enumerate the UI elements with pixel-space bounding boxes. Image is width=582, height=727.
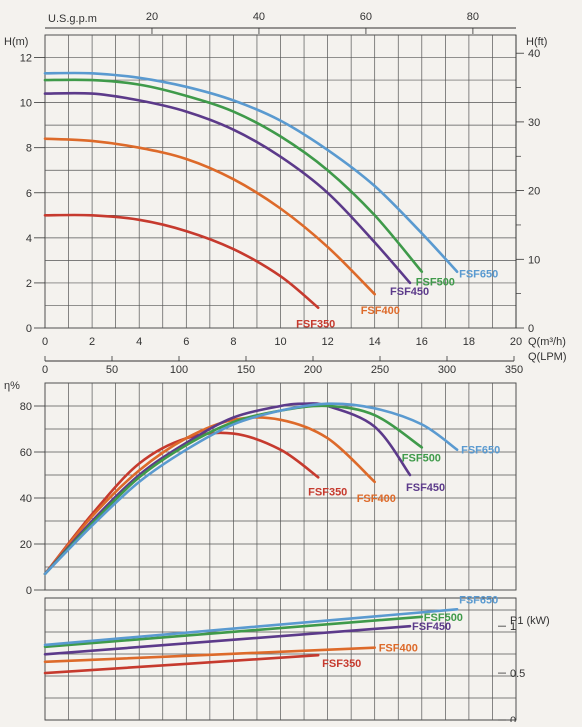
head-xtick: 20 bbox=[510, 336, 522, 348]
power-curve-fsf650 bbox=[43, 608, 459, 647]
ft-tick: 10 bbox=[528, 254, 540, 266]
power-curve-fsf350 bbox=[43, 653, 320, 675]
lpm-tick: 250 bbox=[371, 364, 389, 376]
ft-axis-label: H(ft) bbox=[526, 36, 547, 48]
head-curve-fsf500 bbox=[43, 78, 424, 273]
efficiency-curve-fsf650 bbox=[43, 402, 459, 576]
efficiency-label-fsf500: FSF500 bbox=[402, 452, 441, 464]
gpm-tick: 40 bbox=[253, 11, 265, 23]
eff-ytick: 40 bbox=[20, 493, 32, 505]
head-xtick: 2 bbox=[89, 336, 95, 348]
ft-tick: 40 bbox=[528, 48, 540, 60]
head-label-fsf650: FSF650 bbox=[459, 269, 498, 281]
head-xtick: 0 bbox=[42, 336, 48, 348]
head-xtick: 8 bbox=[230, 336, 236, 348]
lpm-tick: 100 bbox=[170, 364, 188, 376]
head-label-fsf400: FSF400 bbox=[361, 305, 400, 317]
head-label-fsf350: FSF350 bbox=[296, 319, 335, 331]
power-label-fsf650: FSF650 bbox=[459, 594, 498, 606]
power-label-fsf350: FSF350 bbox=[322, 658, 361, 670]
efficiency-curve-fsf450 bbox=[43, 402, 412, 576]
head-xtick: 14 bbox=[369, 336, 381, 348]
eff-ylabel: η% bbox=[4, 380, 20, 392]
head-ytick: 0 bbox=[26, 323, 32, 335]
ft-tick: 0 bbox=[528, 323, 534, 335]
lpm-tick: 300 bbox=[438, 364, 456, 376]
head-ytick: 6 bbox=[26, 188, 32, 200]
lpm-tick: 0 bbox=[42, 364, 48, 376]
head-xtick: 12 bbox=[321, 336, 333, 348]
power-label-fsf500: FSF500 bbox=[424, 612, 463, 624]
lpm-tick: 150 bbox=[237, 364, 255, 376]
power-curve-fsf400 bbox=[43, 646, 376, 664]
lpm-axis-label: Q(LPM) bbox=[528, 351, 567, 363]
head-ytick: 10 bbox=[20, 98, 32, 110]
gpm-tick: 60 bbox=[360, 11, 372, 23]
head-curve-fsf400 bbox=[43, 137, 376, 296]
efficiency-curve-fsf500 bbox=[43, 404, 424, 576]
head-ytick: 2 bbox=[26, 278, 32, 290]
gpm-axis-label: U.S.g.p.m bbox=[48, 13, 97, 25]
head-ytick: 8 bbox=[26, 143, 32, 155]
efficiency-label-fsf350: FSF350 bbox=[308, 486, 347, 498]
eff-ytick: 20 bbox=[20, 539, 32, 551]
head-ytick: 12 bbox=[20, 53, 32, 65]
power-curve-fsf500 bbox=[43, 615, 424, 649]
power-curve-fsf450 bbox=[43, 624, 412, 656]
head-xlabel: Q(m³/h) bbox=[528, 336, 566, 348]
eff-ytick: 80 bbox=[20, 401, 32, 413]
power-ytick: 1 bbox=[510, 621, 516, 633]
head-curve-fsf450 bbox=[43, 91, 412, 285]
gpm-tick: 20 bbox=[146, 11, 158, 23]
eff-ytick: 0 bbox=[26, 585, 32, 597]
eff-ytick: 60 bbox=[20, 447, 32, 459]
head-label-fsf450: FSF450 bbox=[390, 286, 429, 298]
head-xtick: 4 bbox=[136, 336, 142, 348]
efficiency-label-fsf450: FSF450 bbox=[406, 482, 445, 494]
lpm-tick: 200 bbox=[304, 364, 322, 376]
power-ytick: 0.5 bbox=[510, 668, 525, 680]
ft-tick: 30 bbox=[528, 117, 540, 129]
efficiency-label-fsf400: FSF400 bbox=[357, 493, 396, 505]
head-ylabel: H(m) bbox=[4, 36, 28, 48]
power-ylabel: P1 (kW) bbox=[510, 615, 550, 627]
gpm-tick: 80 bbox=[467, 11, 479, 23]
head-xtick: 10 bbox=[274, 336, 286, 348]
head-label-fsf500: FSF500 bbox=[416, 277, 455, 289]
head-xtick: 18 bbox=[463, 336, 475, 348]
power-label-fsf400: FSF400 bbox=[379, 643, 418, 655]
lpm-tick: 50 bbox=[106, 364, 118, 376]
head-ytick: 4 bbox=[26, 233, 32, 245]
power-label-fsf450: FSF450 bbox=[412, 621, 451, 633]
lpm-tick: 350 bbox=[505, 364, 523, 376]
head-curve-fsf350 bbox=[43, 213, 320, 309]
head-xtick: 16 bbox=[416, 336, 428, 348]
efficiency-curve-fsf400 bbox=[43, 416, 376, 576]
ft-tick: 20 bbox=[528, 186, 540, 198]
efficiency-label-fsf650: FSF650 bbox=[461, 445, 500, 457]
power-ytick: 0 bbox=[510, 715, 516, 722]
head-curve-fsf650 bbox=[43, 71, 459, 273]
head-xtick: 6 bbox=[183, 336, 189, 348]
